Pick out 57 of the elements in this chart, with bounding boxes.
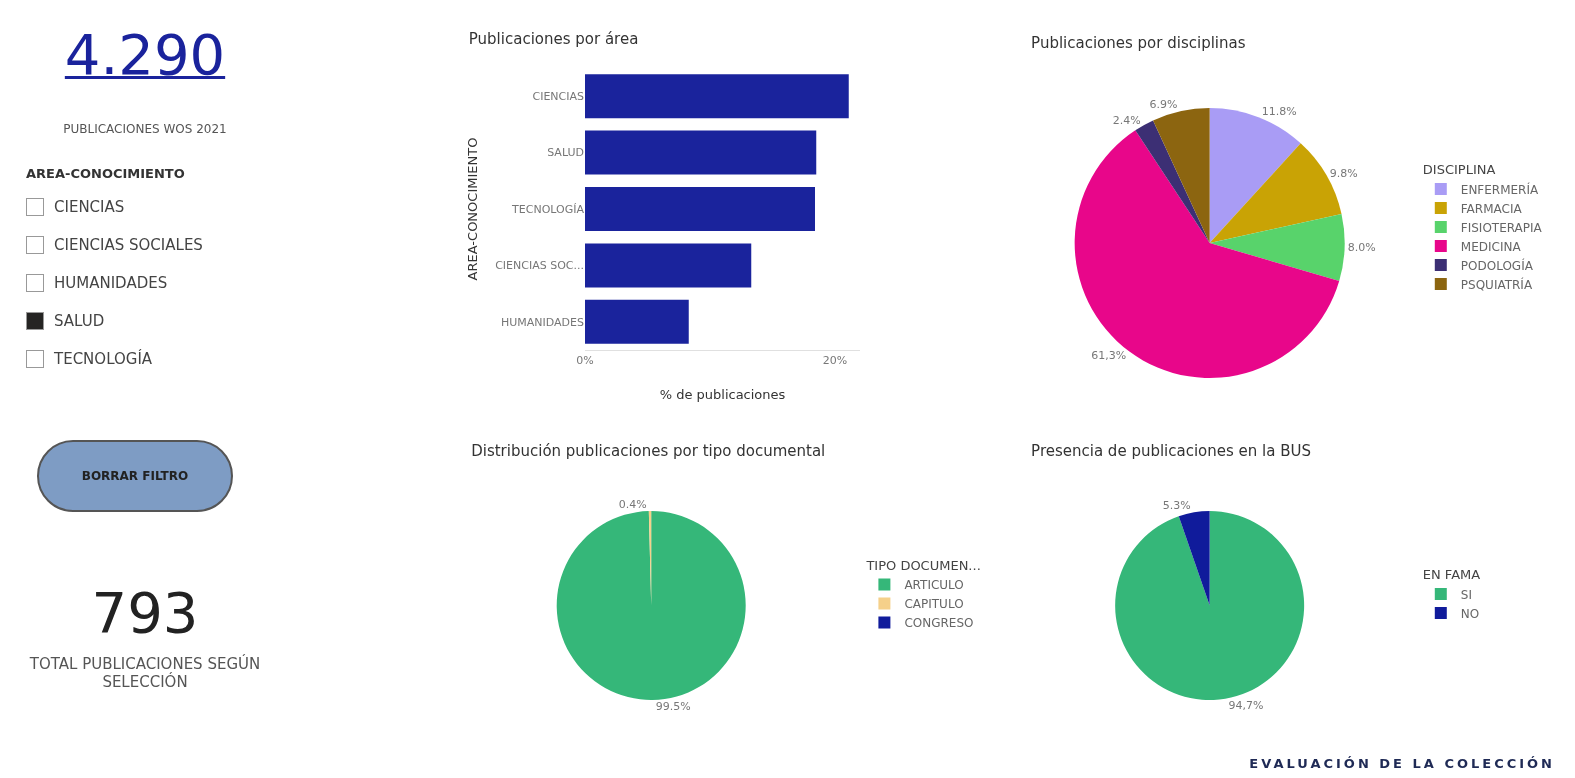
data-label: 94,7% <box>1228 698 1264 712</box>
legend-label: PSQUIATRÍA <box>1460 276 1533 292</box>
bar <box>585 299 689 344</box>
bar <box>585 74 849 119</box>
data-label: 8.0% <box>1347 241 1376 255</box>
data-label: 61,3% <box>1091 349 1127 363</box>
x-axis-title: % de publicaciones <box>659 387 786 402</box>
category-label: CIENCIAS <box>54 198 125 216</box>
legend-label: NO <box>1460 606 1480 621</box>
pie-slice <box>1209 214 1345 281</box>
chart-title: Distribución publicaciones por tipo documental <box>471 441 826 460</box>
y-axis-title: AREA-CONOCIMIENTO <box>465 137 481 281</box>
pie-slice <box>1209 108 1301 243</box>
category-label: TECNOLOGÍA <box>54 350 153 368</box>
y-tick-label: HUMANIDADES <box>500 315 585 329</box>
data-label: 2.4% <box>1112 113 1141 127</box>
bar <box>585 130 817 175</box>
data-label: 99.5% <box>655 699 691 713</box>
bar <box>585 187 815 231</box>
text: PUBLICACIONES WOS 2021 <box>62 122 228 136</box>
x-tick-label: 20% <box>822 354 848 368</box>
legend-title: EN FAMA <box>1422 567 1481 583</box>
text: 4.290 <box>63 22 227 87</box>
y-tick-label: TECNOLOGÍA <box>511 202 585 216</box>
legend-label: PODOLOGÍA <box>1460 257 1534 273</box>
text: 793 <box>90 580 200 645</box>
pie-slice <box>1153 108 1210 243</box>
legend-title: TIPO DOCUMEN... <box>865 557 981 573</box>
category-label: CIENCIAS SOCIALES <box>54 236 203 254</box>
data-label: 5.3% <box>1162 499 1191 513</box>
legend-label: FISIOTERAPIA <box>1460 220 1543 235</box>
data-label: 0.4% <box>618 498 647 512</box>
category-label: HUMANIDADES <box>54 274 168 292</box>
bar <box>585 243 752 288</box>
y-tick-label: CIENCIAS <box>532 90 585 104</box>
legend-label: SI <box>1460 587 1472 602</box>
chart-title: Presencia de publicaciones en la BUS <box>1031 441 1312 460</box>
chart-title: Publicaciones por área <box>468 30 639 49</box>
legend-label: CONGRESO <box>904 616 974 631</box>
y-tick-label: SALUD <box>547 146 584 160</box>
y-tick-label: CIENCIAS SOC... <box>495 259 584 273</box>
legend-label: FARMACIA <box>1460 201 1523 216</box>
category-label: SALUD <box>54 312 105 330</box>
legend-label: CAPITULO <box>904 597 964 612</box>
data-label: 9.8% <box>1329 167 1358 181</box>
text: EVALUACIÓN DE LA COLECCIÓN <box>1249 756 1555 771</box>
legend-label: ENFERMERÍA <box>1460 181 1539 197</box>
x-tick-label: 0% <box>576 354 594 368</box>
legend-label: MEDICINA <box>1460 239 1522 254</box>
legend-title: DISCIPLINA <box>1422 162 1496 178</box>
data-label: 11.8% <box>1261 104 1297 118</box>
legend-title: AREA-CONOCIMIENTO <box>26 166 185 181</box>
legend-label: ARTICULO <box>904 578 964 593</box>
chart-title: Publicaciones por disciplinas <box>1031 34 1246 52</box>
text: TOTAL PUBLICACIONES SEGÚN SELECCIÓN <box>28 655 262 691</box>
data-label: 6.9% <box>1149 98 1178 112</box>
text: BORRAR FILTRO <box>81 469 189 483</box>
